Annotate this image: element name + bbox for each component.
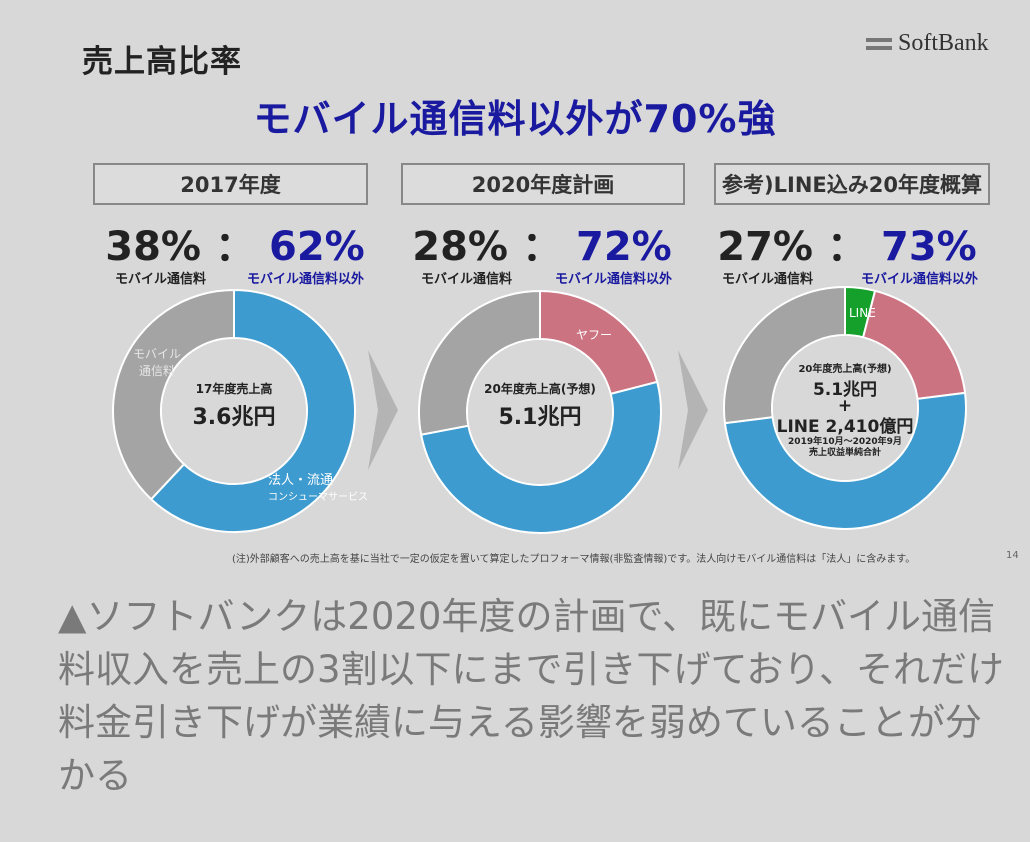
donut-segment [723, 285, 846, 425]
panel-label-2020: 2020年度計画 [401, 163, 685, 205]
center-2017: 17年度売上高 3.6兆円 [173, 380, 295, 431]
center-caption: 20年度売上高(予想) [798, 364, 892, 375]
center-caption: 17年度売上高 [195, 382, 273, 396]
ratio-line: 27% ： 73% [697, 214, 997, 272]
donut-segment [149, 288, 356, 533]
ratio-2020: 28% ： 72% [392, 214, 692, 272]
page-number: 14 [1006, 550, 1019, 561]
other-label-line: モバイル通信料以外 [861, 272, 979, 287]
ratio-2017: 38% ： 62% [85, 214, 385, 272]
center-value: 5.1兆円 [498, 405, 582, 430]
mobile-label-2020: モバイル通信料 [421, 272, 513, 287]
center-caption: 20年度売上高(予想) [484, 382, 596, 396]
donut-segment [419, 380, 662, 534]
arrow-right-icon [368, 350, 398, 470]
segment-label-corporate: 法人・流通 コンシューマサービス [268, 473, 368, 503]
segment-label-yahoo: ヤフー [576, 328, 613, 342]
center-note-sum: 売上収益単純合計 [808, 448, 881, 458]
center-value: 5.1兆円 [812, 380, 878, 400]
mobile-pct: 27% [717, 224, 813, 270]
other-label-2020: モバイル通信料以外 [555, 272, 673, 287]
other-pct: 62% [269, 224, 365, 270]
panel-label-line: 参考)LINE込み20年度概算 [714, 163, 990, 205]
donut-hole [773, 336, 917, 480]
center-2020: 20年度売上高(予想) 5.1兆円 [470, 380, 610, 431]
center-line-value: LINE 2,410億円 [776, 417, 914, 437]
segment-label-mobile: モバイル 通信料 [133, 347, 182, 378]
segment-label-line: LINE [849, 306, 876, 320]
page-title: 売上高比率 [82, 44, 242, 80]
donut-hole [162, 339, 306, 483]
caption: ▲ソフトバンクは2020年度の計画で、既にモバイル通信料収入を売上の3割以下にま… [58, 595, 1004, 797]
center-value: 3.6兆円 [192, 405, 276, 430]
headline: モバイル通信料以外が70%強 [253, 97, 777, 141]
ratio-separator: ： [827, 224, 867, 270]
panel-label-2017: 2017年度 [93, 163, 368, 205]
mobile-label-2017: モバイル通信料 [115, 272, 207, 287]
mobile-pct: 38% [105, 224, 201, 270]
other-label-2017: モバイル通信料以外 [247, 272, 365, 287]
center-line: 20年度売上高(予想) 5.1兆円 + LINE 2,410億円 2019年10… [765, 360, 925, 459]
softbank-logo-icon [866, 37, 892, 50]
center-plus: + [837, 396, 853, 416]
donut-hole [468, 340, 612, 484]
center-note-period: 2019年10月～2020年9月 [788, 437, 902, 447]
arrow-right-icon [678, 350, 708, 470]
ratio-separator: ： [522, 224, 562, 270]
mobile-label-line: モバイル通信料 [722, 272, 814, 287]
donut-segment [723, 391, 967, 530]
ratio-separator: ： [215, 224, 255, 270]
footnote: (注)外部顧客への売上高を基に当社で一定の仮定を置いて算定したプロフォーマ情報(… [232, 554, 916, 565]
donut-segment [112, 288, 235, 501]
logo-text: SoftBank [898, 30, 989, 56]
donut-segment [418, 289, 541, 436]
other-pct: 73% [881, 224, 977, 270]
mobile-pct: 28% [412, 224, 508, 270]
softbank-logo: SoftBank [866, 30, 989, 57]
other-pct: 72% [576, 224, 672, 270]
